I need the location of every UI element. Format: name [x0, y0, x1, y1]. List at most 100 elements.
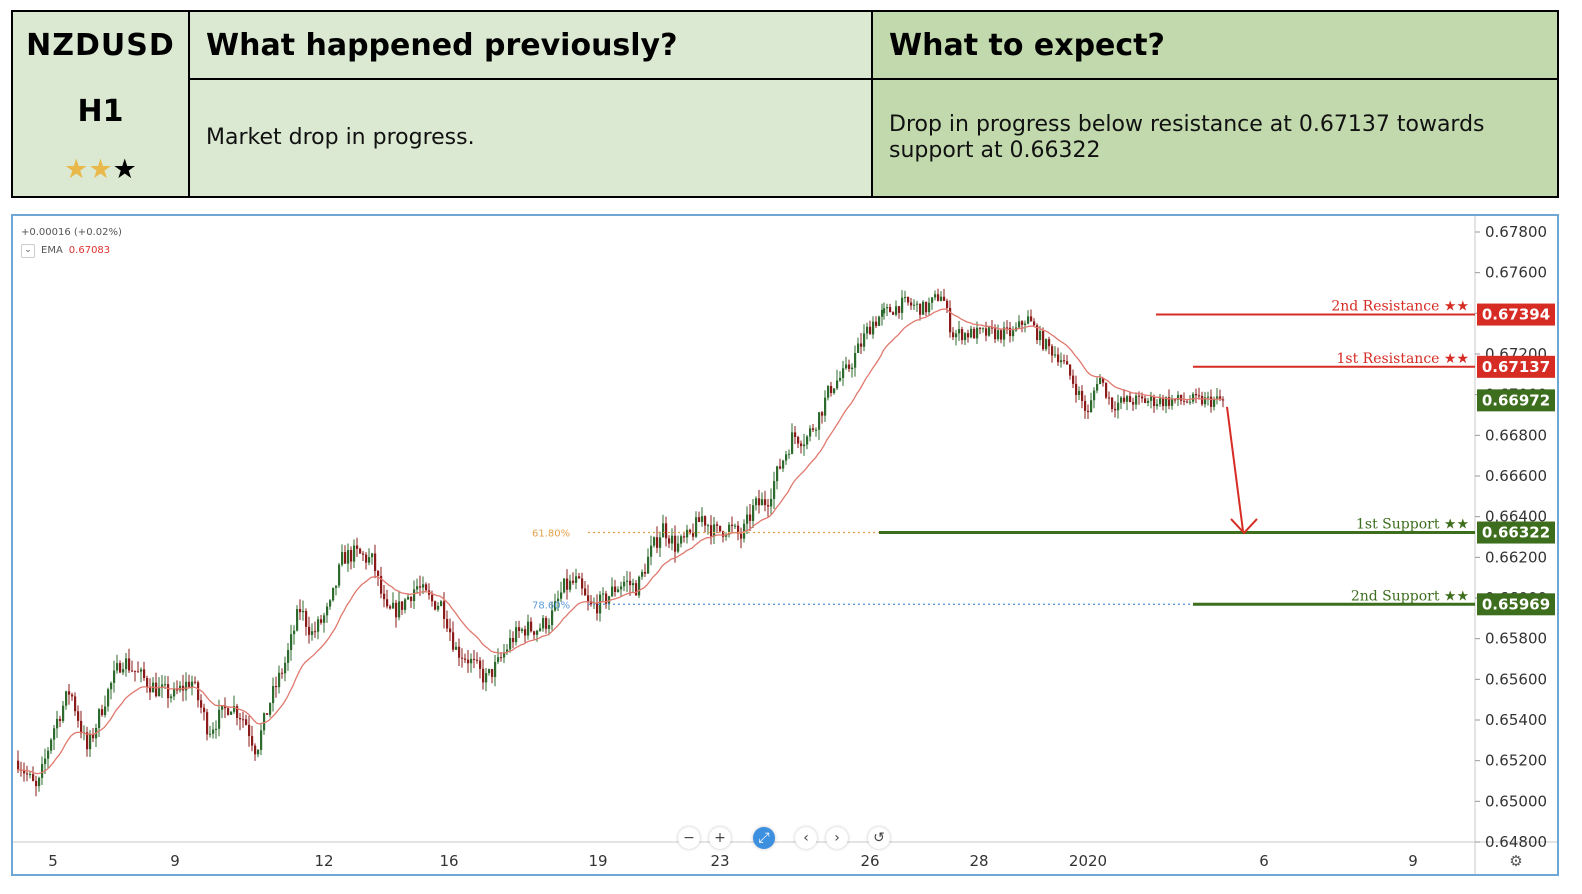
candle-body	[332, 587, 335, 601]
candle-body	[1102, 377, 1105, 383]
candle-body	[1153, 396, 1156, 407]
candle-body	[185, 681, 188, 691]
price-tick-label: 0.66400	[1485, 508, 1547, 526]
candle-body	[353, 545, 356, 562]
time-tick-label: 9	[170, 852, 180, 870]
candle-body	[212, 729, 215, 734]
candle-body	[671, 535, 674, 544]
candle-body	[851, 367, 854, 369]
candle-body	[1069, 364, 1072, 376]
candle-body	[1198, 395, 1201, 397]
candle-body	[422, 584, 425, 588]
candle-body	[886, 307, 889, 309]
scroll-right-button[interactable]: ›	[826, 827, 848, 849]
candle-body	[734, 525, 737, 527]
price-tick-label: 0.64800	[1485, 833, 1547, 851]
candle-body	[215, 728, 218, 730]
candle-body	[65, 691, 68, 706]
candle-body	[892, 312, 895, 315]
zoom-in-button[interactable]: +	[709, 827, 731, 849]
candle-body	[848, 364, 851, 369]
candle-body	[626, 580, 629, 582]
candle-body	[29, 774, 32, 776]
candle-body	[1108, 397, 1111, 399]
candle-body	[383, 593, 386, 600]
candle-body	[1189, 401, 1192, 403]
candle-body	[311, 631, 314, 635]
candle-body	[320, 619, 323, 623]
candle-body	[350, 549, 353, 562]
candle-body	[77, 711, 80, 721]
candle-body	[821, 412, 824, 416]
candle-body	[827, 385, 830, 398]
candle-body	[680, 536, 683, 544]
candle-body	[290, 634, 293, 650]
price-chart[interactable]: 0.678000.676000.674000.672000.670000.668…	[11, 214, 1559, 876]
star-filled-icon: ★	[88, 154, 113, 185]
candle-body	[56, 718, 59, 729]
candle-body	[650, 545, 653, 557]
candle-body	[794, 432, 797, 437]
candle-body	[1024, 323, 1027, 325]
time-tick-label: 23	[710, 852, 729, 870]
chart-canvas[interactable]: 0.678000.676000.674000.672000.670000.668…	[13, 216, 1557, 874]
candle-body	[982, 328, 985, 330]
projection-arrow-head	[1230, 518, 1258, 535]
candle-body	[119, 663, 122, 673]
candle-body	[236, 706, 239, 718]
candle-body	[338, 564, 341, 586]
scroll-left-button[interactable]: ‹	[795, 827, 817, 849]
candle-body	[869, 326, 872, 335]
time-tick-label: 19	[588, 852, 607, 870]
star-empty-icon: ★	[112, 154, 137, 185]
candle-body	[863, 333, 866, 347]
legend-collapse-icon[interactable]: ⌄	[21, 244, 35, 258]
reset-view-button[interactable]: ⤢	[753, 827, 775, 849]
candle-body	[317, 619, 320, 632]
ema-value: 0.67083	[68, 245, 111, 256]
candle-body	[1147, 400, 1150, 403]
refresh-button[interactable]: ↺	[868, 827, 890, 849]
candle-body	[452, 632, 455, 650]
candle-body	[257, 749, 260, 755]
price-tag-label: 0.67394	[1482, 306, 1550, 324]
candle-body	[80, 720, 83, 734]
candle-body	[293, 630, 296, 635]
candle-body	[883, 308, 886, 314]
candle-body	[512, 637, 515, 643]
candle-body	[1072, 375, 1075, 384]
candle-body	[596, 603, 599, 614]
price-tag-label: 0.67137	[1482, 358, 1550, 376]
candle-body	[470, 658, 473, 664]
zoom-out-button[interactable]: −	[678, 827, 700, 849]
candle-body	[53, 728, 56, 740]
analysis-header-table: NZDUSD H1 ★★★ What happened previously? …	[11, 10, 1559, 198]
candle-body	[824, 397, 827, 416]
candle-body	[1207, 396, 1210, 398]
candle-body	[611, 586, 614, 597]
candle-body	[898, 306, 901, 313]
candle-body	[530, 621, 533, 632]
candle-body	[242, 719, 245, 721]
candle-body	[683, 536, 686, 538]
candle-body	[47, 750, 50, 759]
candle-body	[940, 296, 943, 301]
candle-body	[665, 523, 668, 539]
price-tag-label: 0.65969	[1482, 595, 1550, 613]
time-tick-label: 26	[860, 852, 879, 870]
candle-body	[635, 583, 638, 596]
candle-body	[806, 436, 809, 445]
time-tick-label: 9	[1408, 852, 1418, 870]
candle-body	[356, 545, 359, 549]
candle-body	[1165, 397, 1168, 407]
candle-body	[386, 599, 389, 607]
candle-body	[17, 760, 20, 770]
candle-body	[1054, 354, 1057, 356]
candle-body	[392, 602, 395, 609]
candle-body	[371, 553, 374, 558]
candle-body	[605, 593, 608, 604]
candle-body	[881, 309, 884, 317]
candle-body	[377, 571, 380, 576]
price-tag-bg	[1477, 389, 1555, 412]
candle-body	[958, 329, 961, 334]
